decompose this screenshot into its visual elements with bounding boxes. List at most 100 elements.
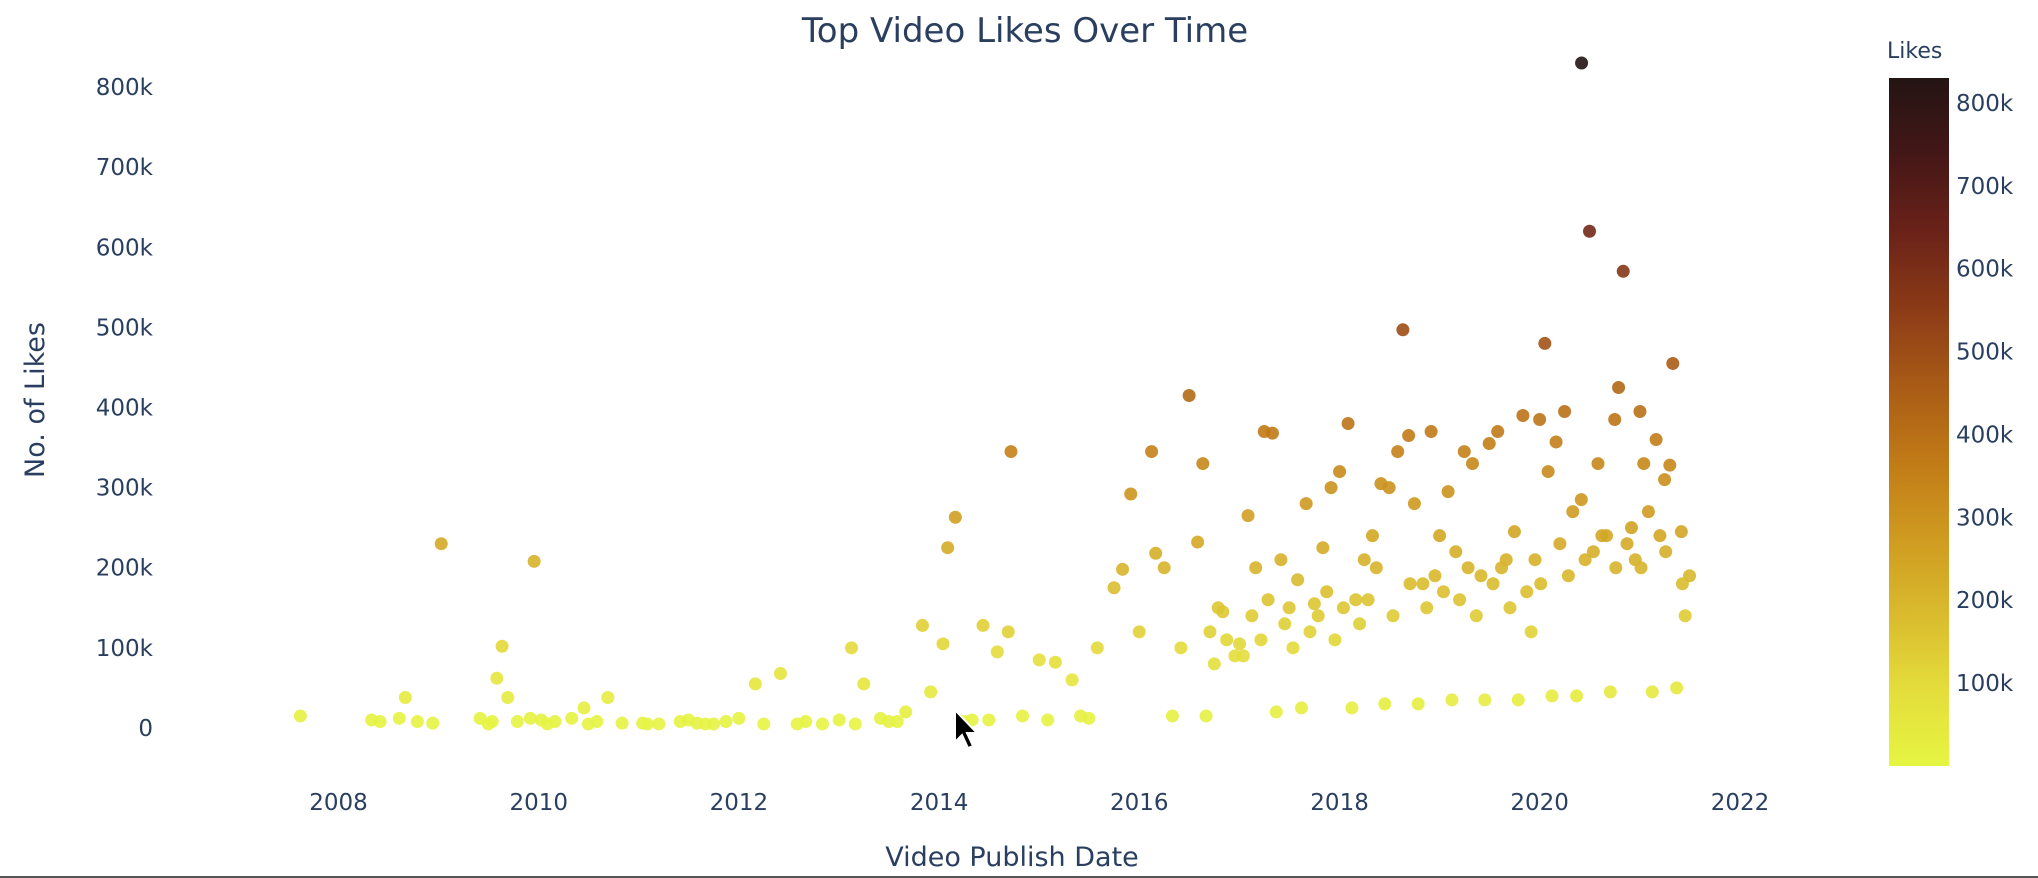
data-point bbox=[1345, 701, 1359, 715]
data-point bbox=[398, 691, 412, 705]
x-tick-label: 2020 bbox=[1510, 790, 1569, 816]
data-point bbox=[1391, 445, 1405, 459]
colorbar-tick-label: 500k bbox=[1956, 340, 2014, 366]
data-point bbox=[1520, 585, 1534, 599]
data-point bbox=[1361, 593, 1375, 607]
data-point bbox=[1065, 673, 1079, 687]
data-point bbox=[1541, 465, 1555, 479]
data-point bbox=[1449, 545, 1463, 559]
data-point bbox=[1461, 561, 1475, 575]
data-point bbox=[510, 715, 524, 729]
data-point bbox=[1658, 473, 1672, 487]
y-tick-label: 800k bbox=[96, 75, 154, 101]
data-point bbox=[915, 618, 929, 632]
data-point bbox=[1191, 535, 1205, 549]
data-point bbox=[1382, 481, 1396, 495]
data-point bbox=[1482, 437, 1496, 451]
data-point bbox=[565, 711, 579, 725]
data-point bbox=[540, 717, 554, 731]
data-point bbox=[481, 717, 495, 731]
data-point bbox=[1633, 405, 1647, 419]
data-point bbox=[1566, 505, 1580, 519]
data-point bbox=[1457, 445, 1471, 459]
data-point bbox=[495, 639, 509, 653]
data-point bbox=[1282, 601, 1296, 615]
data-point bbox=[815, 717, 829, 731]
data-point bbox=[1294, 701, 1308, 715]
data-point bbox=[1486, 577, 1500, 591]
y-tick-label: 0 bbox=[138, 716, 153, 742]
data-point bbox=[1016, 709, 1029, 723]
data-point bbox=[1675, 577, 1689, 591]
data-point bbox=[1575, 56, 1589, 70]
y-tick-label: 700k bbox=[96, 155, 154, 181]
colorbar: Likes 100k 200k 300k 400k 500k 600k 700k 800k bbox=[1887, 39, 2014, 766]
data-point bbox=[1207, 657, 1221, 671]
data-point bbox=[832, 713, 846, 727]
data-point bbox=[652, 717, 666, 731]
data-point bbox=[719, 715, 733, 729]
data-point bbox=[1090, 641, 1104, 655]
data-point bbox=[1545, 689, 1559, 703]
data-point bbox=[941, 541, 955, 555]
data-point bbox=[1369, 561, 1383, 575]
data-point bbox=[1591, 457, 1605, 471]
data-point bbox=[1149, 546, 1163, 560]
data-point bbox=[1341, 417, 1355, 431]
data-point bbox=[1553, 537, 1567, 551]
data-point bbox=[1570, 689, 1584, 703]
y-axis-ticks: 0 100k 200k 300k 400k 500k 600k 700k 800k bbox=[96, 75, 154, 742]
data-point bbox=[1574, 493, 1588, 507]
data-point bbox=[1645, 685, 1659, 699]
colorbar-tick-label: 200k bbox=[1956, 588, 2014, 614]
data-point bbox=[1433, 529, 1447, 543]
data-point bbox=[1396, 323, 1410, 337]
y-tick-label: 200k bbox=[96, 556, 154, 582]
data-point bbox=[1558, 405, 1572, 419]
data-point bbox=[1124, 487, 1138, 501]
chart-title: Top Video Likes Over Time bbox=[801, 11, 1248, 51]
colorbar-tick-label: 100k bbox=[1956, 671, 2014, 697]
data-point bbox=[1378, 697, 1392, 711]
colorbar-tick-label: 800k bbox=[1956, 91, 2014, 117]
data-point bbox=[1165, 709, 1179, 723]
data-point bbox=[1441, 485, 1455, 499]
data-point bbox=[426, 716, 440, 730]
data-point bbox=[1032, 653, 1046, 667]
data-point bbox=[844, 641, 858, 655]
data-point bbox=[1349, 593, 1363, 607]
data-point bbox=[1041, 713, 1055, 727]
x-tick-label: 2014 bbox=[910, 790, 969, 816]
data-point bbox=[1516, 409, 1530, 423]
colorbar-ticks: 100k 200k 300k 400k 500k 600k 700k 800k bbox=[1956, 91, 2014, 697]
data-point bbox=[1199, 709, 1213, 723]
data-point bbox=[1670, 681, 1684, 695]
data-point bbox=[1534, 577, 1548, 591]
data-point bbox=[1578, 553, 1592, 567]
data-point bbox=[1249, 561, 1263, 575]
y-tick-label: 600k bbox=[96, 235, 154, 261]
data-point bbox=[857, 677, 871, 691]
data-point bbox=[1320, 585, 1334, 599]
x-axis-title: Video Publish Date bbox=[885, 842, 1139, 873]
data-point bbox=[1261, 593, 1275, 607]
data-point bbox=[1357, 553, 1371, 567]
data-point bbox=[899, 705, 913, 719]
data-point bbox=[1416, 577, 1430, 591]
y-tick-label: 500k bbox=[96, 315, 154, 341]
data-point bbox=[1538, 336, 1552, 350]
data-point bbox=[1608, 413, 1622, 427]
x-tick-label: 2022 bbox=[1711, 790, 1770, 816]
plot-area bbox=[293, 56, 1697, 731]
data-point bbox=[615, 716, 629, 730]
data-point bbox=[1445, 693, 1459, 707]
data-point bbox=[523, 711, 537, 725]
data-point bbox=[1674, 525, 1688, 539]
data-point bbox=[774, 666, 788, 680]
data-point bbox=[1641, 505, 1655, 519]
data-point bbox=[601, 691, 615, 705]
data-point bbox=[1653, 529, 1667, 543]
data-point bbox=[1048, 655, 1062, 669]
y-axis-title: No. of Likes bbox=[20, 322, 51, 478]
data-point bbox=[1269, 705, 1283, 719]
